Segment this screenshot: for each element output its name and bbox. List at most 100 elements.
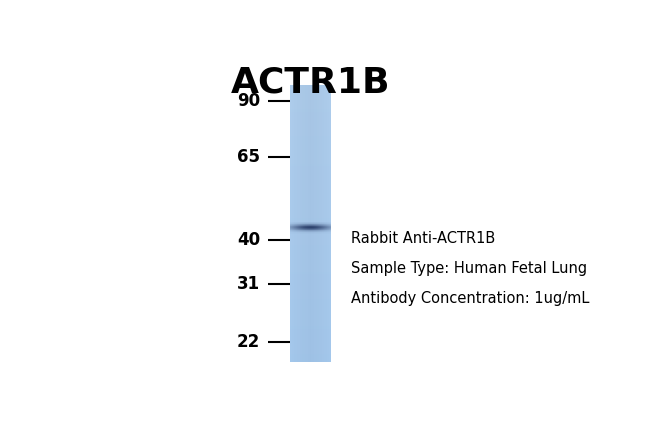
Bar bbox=[291, 276, 331, 277]
Bar bbox=[291, 200, 331, 201]
Bar bbox=[291, 343, 331, 345]
Bar bbox=[291, 332, 331, 333]
Bar bbox=[291, 341, 331, 342]
Bar bbox=[291, 94, 331, 95]
Bar bbox=[291, 142, 331, 143]
Bar bbox=[291, 119, 331, 120]
Bar bbox=[291, 191, 331, 192]
Bar bbox=[291, 294, 331, 295]
Bar bbox=[291, 248, 331, 249]
Bar bbox=[291, 313, 331, 314]
Bar bbox=[291, 215, 331, 216]
Bar bbox=[291, 330, 331, 331]
Bar bbox=[291, 129, 331, 130]
Bar bbox=[291, 193, 331, 194]
Text: 40: 40 bbox=[237, 231, 260, 249]
Bar bbox=[291, 159, 331, 160]
Bar bbox=[291, 169, 331, 170]
Bar bbox=[291, 240, 331, 241]
Bar bbox=[291, 189, 331, 190]
Bar bbox=[291, 111, 331, 112]
Bar bbox=[291, 323, 331, 324]
Bar bbox=[291, 310, 331, 311]
Bar bbox=[291, 108, 331, 109]
Bar bbox=[291, 91, 331, 92]
Bar bbox=[291, 86, 331, 87]
Bar bbox=[291, 132, 331, 133]
Bar bbox=[291, 296, 331, 297]
Bar bbox=[291, 223, 331, 224]
Bar bbox=[291, 315, 331, 316]
Bar bbox=[291, 263, 331, 264]
Bar bbox=[291, 258, 331, 259]
Bar bbox=[291, 271, 331, 272]
Bar bbox=[291, 139, 331, 140]
Bar bbox=[291, 227, 331, 228]
Bar bbox=[291, 290, 331, 291]
Bar bbox=[291, 255, 331, 256]
Bar bbox=[291, 357, 331, 359]
Bar bbox=[291, 180, 331, 181]
Bar bbox=[291, 331, 331, 332]
Bar bbox=[291, 156, 331, 157]
Bar bbox=[291, 266, 331, 267]
Bar bbox=[291, 272, 331, 274]
Bar bbox=[291, 206, 331, 207]
Bar bbox=[291, 253, 331, 254]
Bar bbox=[291, 179, 331, 180]
Bar bbox=[291, 181, 331, 182]
Bar bbox=[291, 120, 331, 121]
Bar bbox=[291, 352, 331, 353]
Bar bbox=[291, 346, 331, 347]
Bar bbox=[291, 219, 331, 220]
Bar bbox=[291, 225, 331, 226]
Bar bbox=[291, 355, 331, 356]
Bar bbox=[291, 250, 331, 251]
Bar bbox=[291, 318, 331, 319]
Bar bbox=[291, 316, 331, 317]
Bar bbox=[291, 347, 331, 348]
Bar bbox=[291, 160, 331, 161]
Bar bbox=[291, 105, 331, 106]
Bar bbox=[291, 309, 331, 310]
Bar bbox=[291, 87, 331, 88]
Bar bbox=[291, 135, 331, 136]
Bar bbox=[291, 338, 331, 339]
Bar bbox=[291, 337, 331, 338]
Bar bbox=[291, 85, 331, 86]
Bar bbox=[291, 176, 331, 177]
Bar bbox=[291, 151, 331, 152]
Bar bbox=[291, 304, 331, 305]
Bar bbox=[291, 222, 331, 223]
Bar bbox=[291, 307, 331, 309]
Bar bbox=[291, 175, 331, 176]
Bar bbox=[291, 95, 331, 97]
Bar bbox=[291, 149, 331, 150]
Bar bbox=[291, 224, 331, 225]
Bar bbox=[291, 282, 331, 283]
Bar bbox=[291, 218, 331, 219]
Bar bbox=[291, 274, 331, 275]
Bar bbox=[291, 293, 331, 294]
Bar bbox=[291, 277, 331, 278]
Bar bbox=[291, 359, 331, 360]
Bar bbox=[291, 300, 331, 301]
Bar bbox=[291, 342, 331, 343]
Bar bbox=[291, 154, 331, 155]
Bar bbox=[291, 124, 331, 125]
Bar bbox=[291, 279, 331, 280]
Bar bbox=[291, 241, 331, 242]
Bar bbox=[291, 171, 331, 172]
Bar bbox=[291, 184, 331, 185]
Bar bbox=[291, 269, 331, 270]
Bar bbox=[291, 298, 331, 299]
Bar bbox=[291, 280, 331, 281]
Bar bbox=[291, 141, 331, 142]
Bar bbox=[291, 212, 331, 213]
Bar bbox=[291, 90, 331, 91]
Bar bbox=[291, 283, 331, 284]
Bar bbox=[291, 319, 331, 320]
Bar bbox=[291, 267, 331, 268]
Bar bbox=[291, 238, 331, 239]
Bar bbox=[291, 251, 331, 252]
